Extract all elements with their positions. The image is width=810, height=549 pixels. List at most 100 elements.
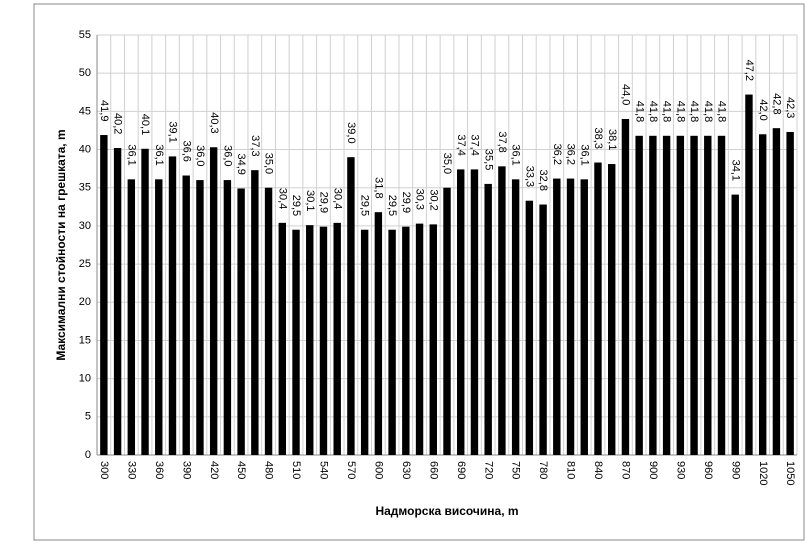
- y-tick-label: 15: [79, 334, 91, 346]
- x-tick-label: 330: [125, 461, 137, 479]
- bar: [113, 148, 122, 455]
- data-label: 41,8: [661, 101, 673, 122]
- data-label: 36,0: [194, 145, 206, 166]
- data-label: 29,9: [318, 192, 330, 213]
- data-label: 42,8: [771, 93, 783, 114]
- x-tick-label: 570: [345, 461, 357, 479]
- bar: [100, 135, 108, 455]
- bar: [511, 179, 520, 455]
- data-label: 40,3: [208, 112, 220, 133]
- x-tick-label: 810: [565, 461, 577, 479]
- bar: [690, 135, 698, 456]
- x-tick-label: 420: [208, 461, 220, 479]
- data-label: 41,8: [688, 101, 700, 122]
- bar: [662, 135, 671, 456]
- x-tick-label: 630: [400, 461, 412, 479]
- x-tick-label: 510: [290, 461, 302, 479]
- data-label: 36,0: [221, 145, 233, 166]
- bar: [553, 178, 561, 455]
- data-label: 47,2: [743, 60, 755, 81]
- x-tick-label: 480: [263, 461, 275, 479]
- x-tick-label: 600: [372, 461, 384, 479]
- bar: [429, 224, 437, 455]
- data-label: 39,0: [345, 122, 357, 143]
- bar: [278, 222, 286, 455]
- data-label: 35,5: [482, 149, 494, 170]
- y-tick-label: 45: [79, 105, 91, 117]
- data-label: 37,3: [249, 135, 261, 156]
- y-axis-title: Максимални стойности на грешката, m: [54, 129, 68, 360]
- bar: [525, 200, 534, 455]
- bar: [223, 180, 232, 455]
- bar: [402, 226, 410, 455]
- bar: [457, 169, 465, 455]
- data-label: 29,9: [400, 192, 412, 213]
- bar: [731, 194, 739, 455]
- data-label: 32,8: [537, 170, 549, 191]
- bar: [347, 157, 355, 455]
- data-label: 37,4: [469, 134, 481, 155]
- y-tick-label: 30: [79, 220, 91, 232]
- x-tick-label: 750: [510, 461, 522, 479]
- bar: [360, 229, 369, 455]
- bar: [649, 135, 657, 456]
- data-label: 36,1: [153, 144, 165, 165]
- bar: [443, 187, 451, 455]
- bar: [127, 179, 136, 455]
- bar: [566, 178, 575, 455]
- data-label: 33,3: [523, 166, 535, 187]
- data-label: 29,5: [386, 195, 398, 216]
- bar: [772, 128, 781, 455]
- bar: [635, 135, 643, 456]
- bar: [388, 229, 396, 455]
- data-label: 30,4: [276, 188, 288, 209]
- x-tick-label: 390: [180, 461, 192, 479]
- x-tick-label: 1020: [757, 461, 769, 485]
- data-label: 30,3: [414, 189, 426, 210]
- bar: [704, 135, 712, 456]
- data-label: 30,2: [427, 189, 439, 210]
- data-label: 36,1: [125, 144, 137, 165]
- data-label: 38,3: [592, 128, 604, 149]
- data-label: 36,2: [565, 144, 577, 165]
- bar: [333, 222, 341, 455]
- x-tick-label: 840: [592, 461, 604, 479]
- data-label: 40,1: [139, 114, 151, 135]
- x-tick-label: 540: [318, 461, 330, 479]
- bar: [264, 187, 273, 455]
- data-label: 34,1: [729, 160, 741, 181]
- bar: [182, 175, 190, 455]
- bar: [251, 170, 259, 455]
- x-tick-label: 660: [427, 461, 439, 479]
- data-label: 35,0: [441, 153, 453, 174]
- bar: [745, 94, 753, 456]
- bar: [484, 183, 492, 455]
- x-tick-label: 960: [702, 461, 714, 479]
- bar: [306, 225, 314, 455]
- x-tick-label: 360: [153, 461, 165, 479]
- data-label: 37,4: [455, 134, 467, 155]
- data-label: 30,1: [304, 190, 316, 211]
- data-label: 38,1: [606, 129, 618, 150]
- y-tick-label: 40: [79, 143, 91, 155]
- data-label: 41,8: [647, 101, 659, 122]
- x-tick-label: 690: [455, 461, 467, 479]
- data-label: 35,0: [263, 153, 275, 174]
- data-label: 39,1: [167, 121, 179, 142]
- data-label: 41,8: [702, 101, 714, 122]
- data-label: 41,8: [633, 101, 645, 122]
- bar: [717, 135, 726, 456]
- bar: [141, 148, 149, 456]
- y-tick-label: 10: [79, 373, 91, 385]
- x-axis-title: Надморска височина, m: [375, 504, 518, 518]
- data-label: 42,0: [757, 99, 769, 120]
- bar: [621, 119, 630, 455]
- bar: [196, 180, 204, 455]
- data-label: 36,1: [510, 144, 522, 165]
- data-label: 29,5: [359, 195, 371, 216]
- x-tick-label: 720: [482, 461, 494, 479]
- x-tick-label: 780: [537, 461, 549, 479]
- y-tick-label: 5: [85, 411, 91, 423]
- x-tick-label: 870: [620, 461, 632, 479]
- bar: [608, 164, 616, 455]
